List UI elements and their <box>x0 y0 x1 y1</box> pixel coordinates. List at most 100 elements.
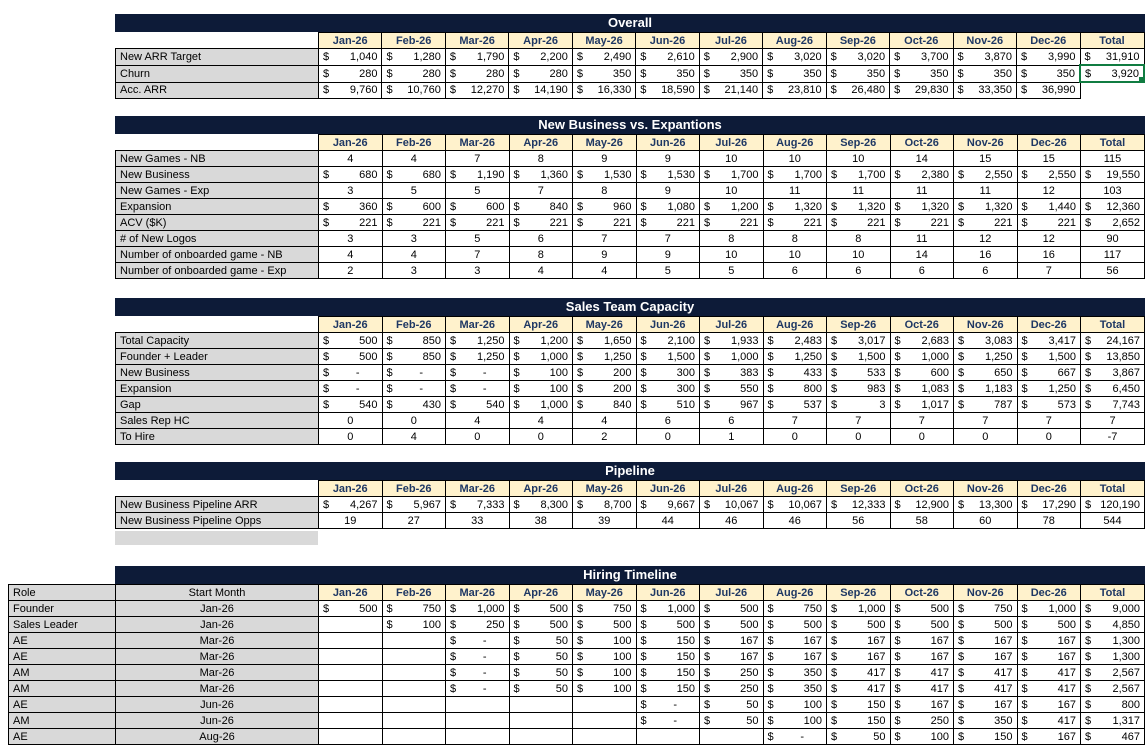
data-cell[interactable]: $1,250 <box>1016 380 1081 397</box>
data-cell[interactable] <box>318 616 383 633</box>
data-cell[interactable]: $750 <box>381 600 446 617</box>
data-cell[interactable]: $300 <box>635 364 700 381</box>
data-cell[interactable]: 10 <box>699 182 764 199</box>
column-header-month[interactable]: Feb-26 <box>381 134 446 151</box>
data-cell[interactable]: $1,530 <box>635 166 700 183</box>
data-cell[interactable]: $750 <box>953 600 1018 617</box>
data-cell[interactable]: $1,280 <box>381 48 446 66</box>
data-cell[interactable]: 8 <box>762 230 827 247</box>
data-cell[interactable]: 0 <box>953 428 1018 445</box>
data-cell[interactable]: $500 <box>762 616 827 633</box>
data-cell[interactable]: $430 <box>381 396 446 413</box>
data-cell[interactable]: $500 <box>826 616 891 633</box>
row-label[interactable]: To Hire <box>115 428 319 445</box>
data-cell[interactable]: $100 <box>762 696 827 713</box>
data-cell[interactable]: $100 <box>572 648 637 665</box>
data-cell[interactable] <box>699 728 764 745</box>
column-header-start-month[interactable]: Start Month <box>115 584 319 601</box>
data-cell[interactable]: $ - <box>445 632 510 649</box>
data-cell[interactable]: $1,250 <box>572 348 637 365</box>
row-start-month[interactable]: Jan-26 <box>115 600 319 617</box>
row-label-role[interactable]: AM <box>8 664 116 681</box>
data-cell[interactable]: 6 <box>699 412 764 429</box>
data-cell[interactable] <box>635 728 700 745</box>
row-start-month[interactable]: Jun-26 <box>115 696 319 713</box>
data-cell[interactable]: $2,900 <box>698 48 764 66</box>
data-cell[interactable]: $667 <box>1016 364 1081 381</box>
column-header-total[interactable]: Total <box>1080 480 1145 497</box>
column-header-month[interactable]: Sep-26 <box>825 32 891 49</box>
data-cell[interactable]: $417 <box>889 664 954 681</box>
data-cell[interactable] <box>572 728 637 745</box>
data-cell[interactable]: $800 <box>762 380 827 397</box>
column-header-month[interactable]: Sep-26 <box>826 316 891 333</box>
data-cell[interactable]: $537 <box>762 396 827 413</box>
fill-handle[interactable] <box>1138 76 1142 80</box>
data-cell[interactable]: $680 <box>318 166 383 183</box>
data-cell[interactable]: $1,200 <box>508 332 573 349</box>
column-header-month[interactable]: May-26 <box>572 584 637 601</box>
data-cell[interactable]: $500 <box>318 600 383 617</box>
column-header-month[interactable]: Jun-26 <box>635 584 700 601</box>
total-cell[interactable]: 103 <box>1080 182 1145 199</box>
data-cell[interactable]: $2,380 <box>889 166 954 183</box>
data-cell[interactable]: $100 <box>572 632 637 649</box>
data-cell[interactable]: $3,990 <box>1015 48 1081 66</box>
row-label[interactable]: Acc. ARR <box>115 81 319 99</box>
data-cell[interactable]: $200 <box>572 380 637 397</box>
data-cell[interactable]: $1,000 <box>445 600 510 617</box>
data-cell[interactable] <box>318 680 383 697</box>
data-cell[interactable] <box>381 632 446 649</box>
data-cell[interactable]: $221 <box>635 214 700 231</box>
data-cell[interactable]: $167 <box>1016 648 1081 665</box>
data-cell[interactable]: $1,083 <box>889 380 954 397</box>
data-cell[interactable]: 10 <box>826 150 891 167</box>
data-cell[interactable]: 11 <box>826 182 891 199</box>
total-cell[interactable]: -7 <box>1080 428 1145 445</box>
data-cell[interactable] <box>445 728 510 745</box>
data-cell[interactable]: $ - <box>445 648 510 665</box>
column-header-month[interactable]: Aug-26 <box>762 32 827 49</box>
column-header-month[interactable]: Apr-26 <box>508 480 573 497</box>
data-cell[interactable]: 9 <box>572 246 637 263</box>
data-cell[interactable]: $2,490 <box>571 48 637 66</box>
row-label[interactable]: Founder + Leader <box>115 348 319 365</box>
data-cell[interactable]: $250 <box>699 680 764 697</box>
total-cell[interactable]: 117 <box>1080 246 1145 263</box>
data-cell[interactable]: $417 <box>1016 712 1081 729</box>
data-cell[interactable] <box>381 696 446 713</box>
data-cell[interactable]: $1,650 <box>572 332 637 349</box>
column-header-total[interactable]: Total <box>1080 134 1145 151</box>
data-cell[interactable]: $417 <box>953 664 1018 681</box>
column-header-month[interactable]: Nov-26 <box>953 480 1018 497</box>
column-header-month[interactable]: Jun-26 <box>635 480 700 497</box>
column-header-month[interactable]: Sep-26 <box>826 584 891 601</box>
data-cell[interactable]: 7 <box>1016 262 1081 279</box>
data-cell[interactable]: $417 <box>953 680 1018 697</box>
data-cell[interactable]: 5 <box>381 182 446 199</box>
data-cell[interactable]: $100 <box>508 380 573 397</box>
data-cell[interactable]: $50 <box>508 632 573 649</box>
data-cell[interactable]: 0 <box>508 428 573 445</box>
row-label[interactable]: New ARR Target <box>115 48 319 66</box>
column-header-month[interactable]: Sep-26 <box>826 134 891 151</box>
data-cell[interactable]: 4 <box>381 246 446 263</box>
row-label[interactable]: Gap <box>115 396 319 413</box>
data-cell[interactable]: $550 <box>699 380 764 397</box>
column-header-month[interactable]: Jul-26 <box>699 480 764 497</box>
row-label[interactable]: New Business Pipeline Opps <box>115 512 319 529</box>
data-cell[interactable]: $967 <box>699 396 764 413</box>
data-cell[interactable]: $1,320 <box>889 198 954 215</box>
data-cell[interactable]: $2,483 <box>762 332 827 349</box>
data-cell[interactable]: $50 <box>508 680 573 697</box>
data-cell[interactable]: $350 <box>635 64 700 83</box>
data-cell[interactable]: $1,320 <box>762 198 827 215</box>
empty-label-cell[interactable] <box>115 531 318 545</box>
data-cell[interactable]: $500 <box>635 616 700 633</box>
data-cell[interactable]: $2,610 <box>635 48 700 66</box>
row-label[interactable]: New Business <box>115 364 319 381</box>
column-header-month[interactable]: Jan-26 <box>318 480 383 497</box>
data-cell[interactable]: $1,017 <box>889 396 954 413</box>
data-cell[interactable]: 58 <box>889 512 954 529</box>
data-cell[interactable]: $221 <box>508 214 573 231</box>
